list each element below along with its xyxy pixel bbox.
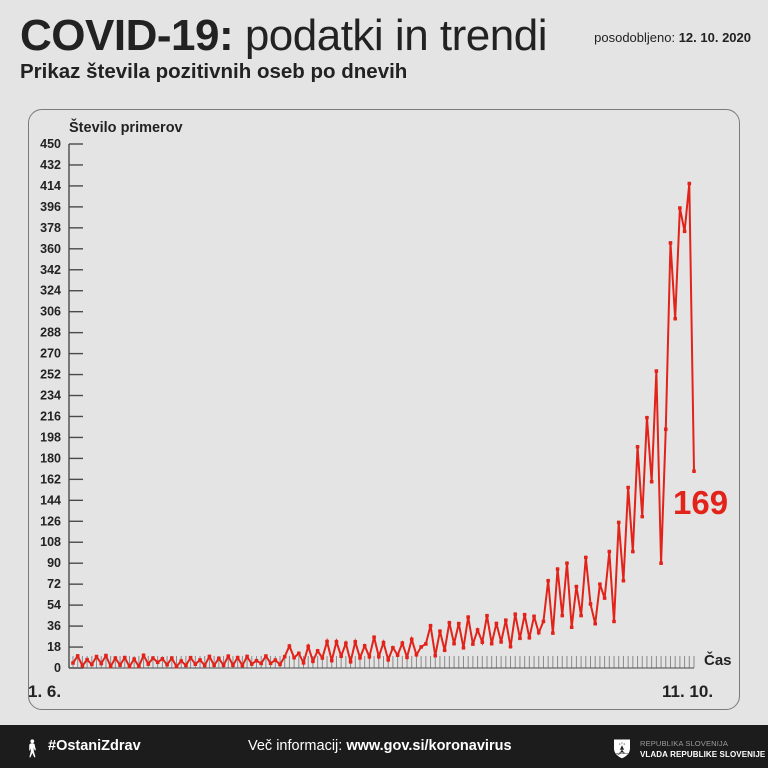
svg-text:414: 414: [40, 179, 61, 193]
svg-text:36: 36: [47, 619, 61, 633]
svg-text:108: 108: [40, 535, 61, 549]
svg-text:288: 288: [40, 326, 61, 340]
svg-text:Število primerov: Število primerov: [69, 118, 183, 136]
svg-text:360: 360: [40, 242, 61, 256]
svg-text:0: 0: [54, 661, 61, 675]
svg-text:162: 162: [40, 472, 61, 486]
svg-text:324: 324: [40, 284, 61, 298]
svg-text:54: 54: [47, 598, 61, 612]
svg-text:18: 18: [47, 640, 61, 654]
svg-text:180: 180: [40, 451, 61, 465]
svg-text:252: 252: [40, 368, 61, 382]
svg-text:396: 396: [40, 200, 61, 214]
svg-text:234: 234: [40, 389, 61, 403]
svg-text:432: 432: [40, 158, 61, 172]
svg-text:72: 72: [47, 577, 61, 591]
svg-text:270: 270: [40, 347, 61, 361]
svg-text:198: 198: [40, 430, 61, 444]
svg-text:216: 216: [40, 409, 61, 423]
svg-text:378: 378: [40, 221, 61, 235]
svg-text:144: 144: [40, 493, 61, 507]
svg-text:90: 90: [47, 556, 61, 570]
svg-text:306: 306: [40, 305, 61, 319]
svg-text:450: 450: [40, 137, 61, 151]
svg-text:126: 126: [40, 514, 61, 528]
svg-text:342: 342: [40, 263, 61, 277]
